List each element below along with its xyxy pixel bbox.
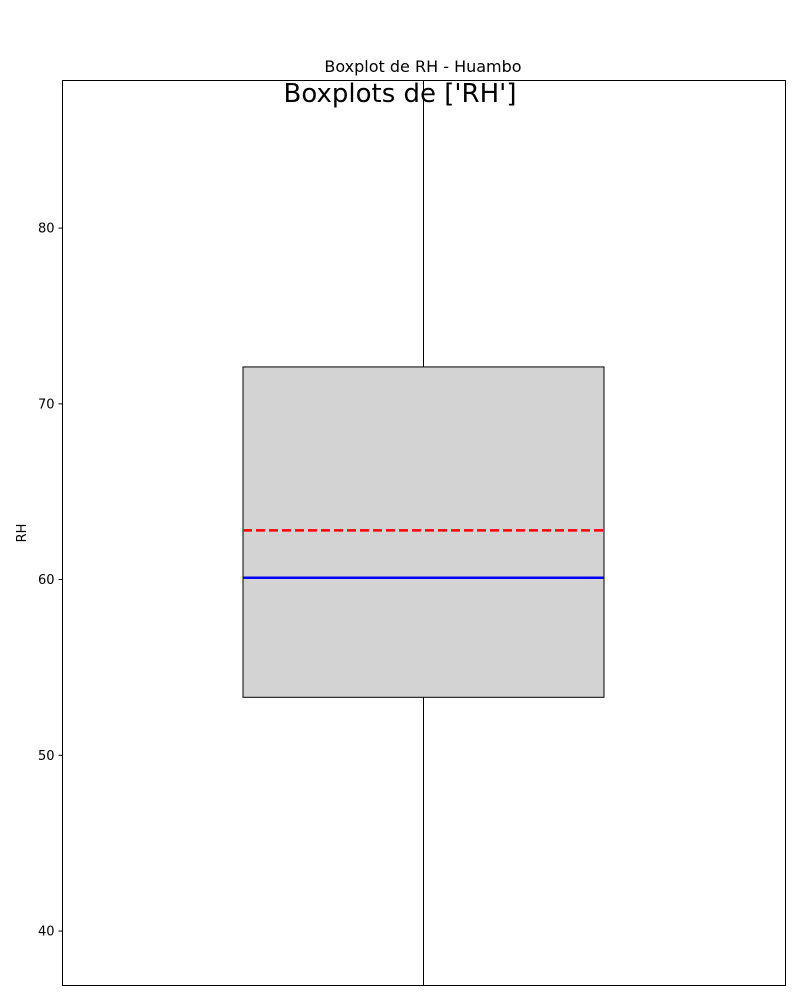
y-tick-label: 60	[38, 573, 55, 588]
iqr-box	[242, 366, 605, 698]
y-tick-label: 40	[38, 925, 55, 940]
figure-title: Boxplots de ['RH']	[284, 79, 517, 109]
plot-area	[62, 80, 786, 986]
y-axis-label: RH	[15, 524, 30, 543]
y-axis-ticks: 40 50 60 70 80	[38, 222, 63, 940]
y-tick-label: 80	[38, 222, 55, 237]
axes-title: Boxplot de RH - Huambo	[324, 57, 521, 76]
y-tick-label: 70	[38, 397, 55, 412]
y-tick-label: 50	[38, 749, 55, 764]
